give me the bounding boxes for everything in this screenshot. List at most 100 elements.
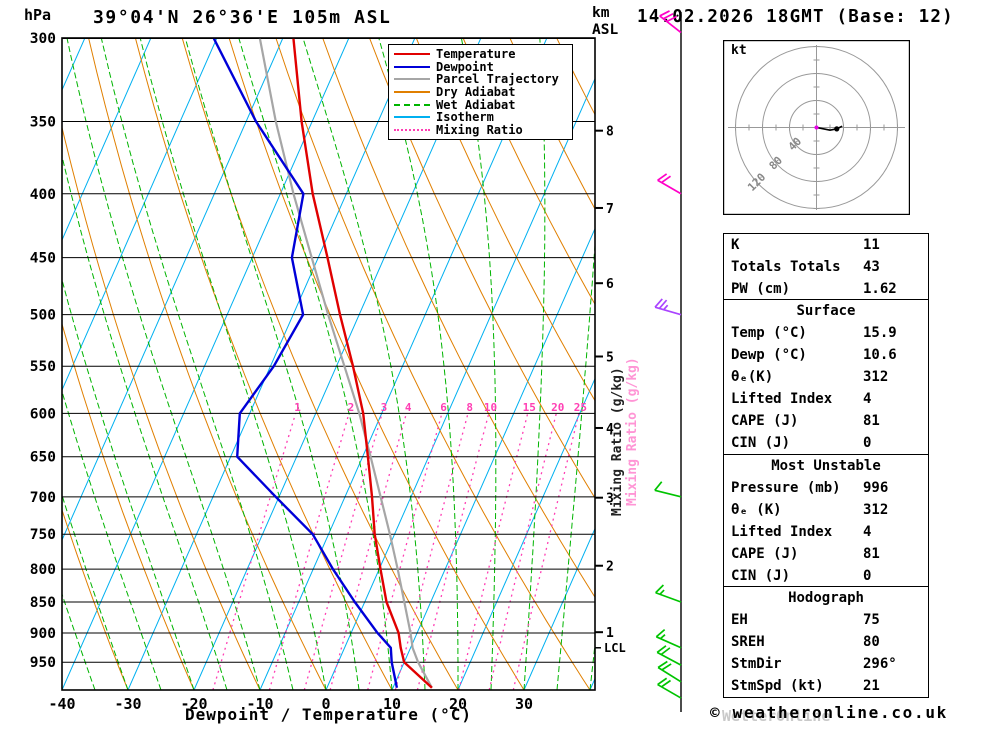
- table-row: θₑ(K) 312: [724, 366, 928, 388]
- table-value: 4: [863, 391, 872, 407]
- mixing-ratio-axis-label-pink: Mixing Ratio (g/kg): [625, 357, 640, 506]
- wet-adiabat-line: [378, 38, 459, 690]
- wet-adiabat-line: [66, 38, 261, 690]
- table-label: K: [731, 236, 740, 253]
- km-tick-label: 5: [606, 351, 614, 366]
- table-label: CIN (J): [731, 435, 791, 451]
- km-tick-label: 1: [606, 626, 614, 641]
- dry-adiabat-line: [650, 38, 710, 690]
- isotherm-line: [0, 38, 19, 690]
- hodograph-marker: [834, 126, 840, 132]
- legend-item: Temperature: [394, 47, 572, 61]
- wet-adiabat-line: [62, 389, 162, 690]
- km-tick-label: 8: [606, 125, 614, 140]
- dry-adiabat-line: [415, 38, 595, 402]
- legend-label: Dry Adiabat: [436, 85, 516, 100]
- hodograph-ring: [735, 46, 898, 209]
- dry-adiabat-line: [62, 125, 261, 690]
- legend-item: Wet Adiabat: [394, 97, 572, 112]
- mixing-ratio-value-label: 3: [381, 401, 388, 414]
- legend-item: Dewpoint: [394, 60, 572, 74]
- mixing-ratio-axis-label: Mixing Ratio (g/kg): [610, 367, 625, 516]
- mixing-ratio-line: [303, 413, 383, 690]
- legend-line-sample: [394, 103, 430, 106]
- pressure-tick-label: 450: [30, 251, 56, 267]
- table-value: 0: [863, 567, 872, 584]
- mixing-ratio-line: [367, 413, 443, 690]
- isotherm-line: [127, 38, 416, 690]
- pressure-tick-label: 350: [30, 114, 56, 130]
- temp-tick-label: -20: [180, 695, 207, 713]
- table-row: Temp (°C) 15.9: [724, 322, 928, 344]
- table-value: 1.62: [863, 280, 897, 297]
- legend-item: Isotherm: [394, 110, 572, 125]
- table-value: 11: [863, 236, 880, 253]
- altitude-axis-unit: km ASL: [592, 5, 619, 38]
- table-label: SREH: [731, 634, 765, 650]
- pressure-tick-label: 400: [30, 187, 56, 203]
- table-label: Lifted Index: [731, 391, 833, 407]
- date-label: 14.02.2026 18GMT (Base: 12): [637, 7, 954, 27]
- dewpoint-curve: [212, 38, 399, 689]
- legend-item: Dry Adiabat: [394, 85, 572, 100]
- mixing-ratio-value-label: 25: [574, 401, 587, 414]
- table-label: θₑ(K): [731, 369, 774, 385]
- isotherm-line: [457, 377, 595, 690]
- legend-line-sample: [394, 116, 430, 119]
- mixing-ratio-line: [268, 413, 350, 690]
- legend-label: Isotherm: [436, 110, 494, 125]
- table-header: Hodograph: [788, 590, 864, 606]
- table-value: 0: [863, 435, 872, 451]
- temp-tick-label: 20: [449, 695, 467, 713]
- legend-label: Parcel Trajectory: [436, 72, 559, 87]
- table-value: 75: [863, 612, 880, 628]
- pressure-tick-label: 300: [30, 31, 56, 47]
- mixing-ratio-value-label: 1: [294, 401, 301, 414]
- watermark: WetterOnline: [722, 707, 831, 725]
- mixing-ratio-line: [458, 413, 529, 690]
- wind-barb: [657, 660, 682, 683]
- table-row: PW (cm) 1.62: [724, 278, 928, 300]
- table-label: CAPE (J): [731, 413, 799, 429]
- table-label: EH: [731, 612, 748, 628]
- temp-tick-label: -40: [48, 695, 75, 713]
- wet-adiabat-line: [62, 154, 228, 690]
- legend-item: Mixing Ratio: [394, 123, 572, 137]
- hodograph-ring: [762, 73, 871, 182]
- stats-table-most-unstable: Most Unstable Pressure (mb) 996 θₑ (K) 312 Li…: [723, 453, 929, 588]
- hodograph-ring: [789, 100, 844, 155]
- table-row: Lifted Index 4: [724, 521, 928, 543]
- table-header: Most Unstable: [771, 457, 881, 474]
- table-label: PW (cm): [731, 280, 791, 297]
- table-row: Totals Totals 43: [724, 256, 928, 278]
- legend-line-sample: [394, 65, 430, 68]
- stats-table-surface: Surface Temp (°C) 15.9 Dewp (°C) 10.6 θₑ(K) 31…: [723, 299, 929, 455]
- stats-table-indices: K 11 Totals Totals 43 PW (cm) 1.62: [723, 232, 929, 301]
- dry-adiabat-line: [697, 38, 710, 690]
- pressure-tick-label: 750: [30, 527, 56, 543]
- wind-barb: [655, 584, 682, 603]
- dry-adiabat-line: [88, 38, 327, 690]
- table-label: StmDir: [731, 656, 782, 672]
- dry-adiabat-line: [62, 508, 129, 690]
- wind-barb: [655, 628, 682, 649]
- table-value: 4: [863, 523, 872, 540]
- wet-adiabat-line: [139, 38, 327, 690]
- pressure-axis-unit: hPa: [24, 6, 52, 24]
- table-value: 81: [863, 545, 880, 562]
- km-tick-label: 7: [606, 202, 614, 217]
- pressure-tick-label: 550: [30, 359, 56, 375]
- table-value: 80: [863, 634, 880, 650]
- wind-barb: [659, 10, 682, 34]
- isotherm-line: [193, 38, 482, 690]
- skewt-chart: 1 2 3 4 6 8 10 15 20 2530035040045050055060065070…: [0, 10, 710, 713]
- km-tick-label: 4: [606, 422, 614, 437]
- table-value: 81: [863, 413, 880, 429]
- temp-tick-label: 10: [383, 695, 401, 713]
- pressure-tick-label: 850: [30, 595, 56, 611]
- legend-label: Wet Adiabat: [436, 97, 516, 112]
- mixing-ratio-value-label: 15: [523, 401, 536, 414]
- mixing-ratio-value-label: 10: [484, 401, 497, 414]
